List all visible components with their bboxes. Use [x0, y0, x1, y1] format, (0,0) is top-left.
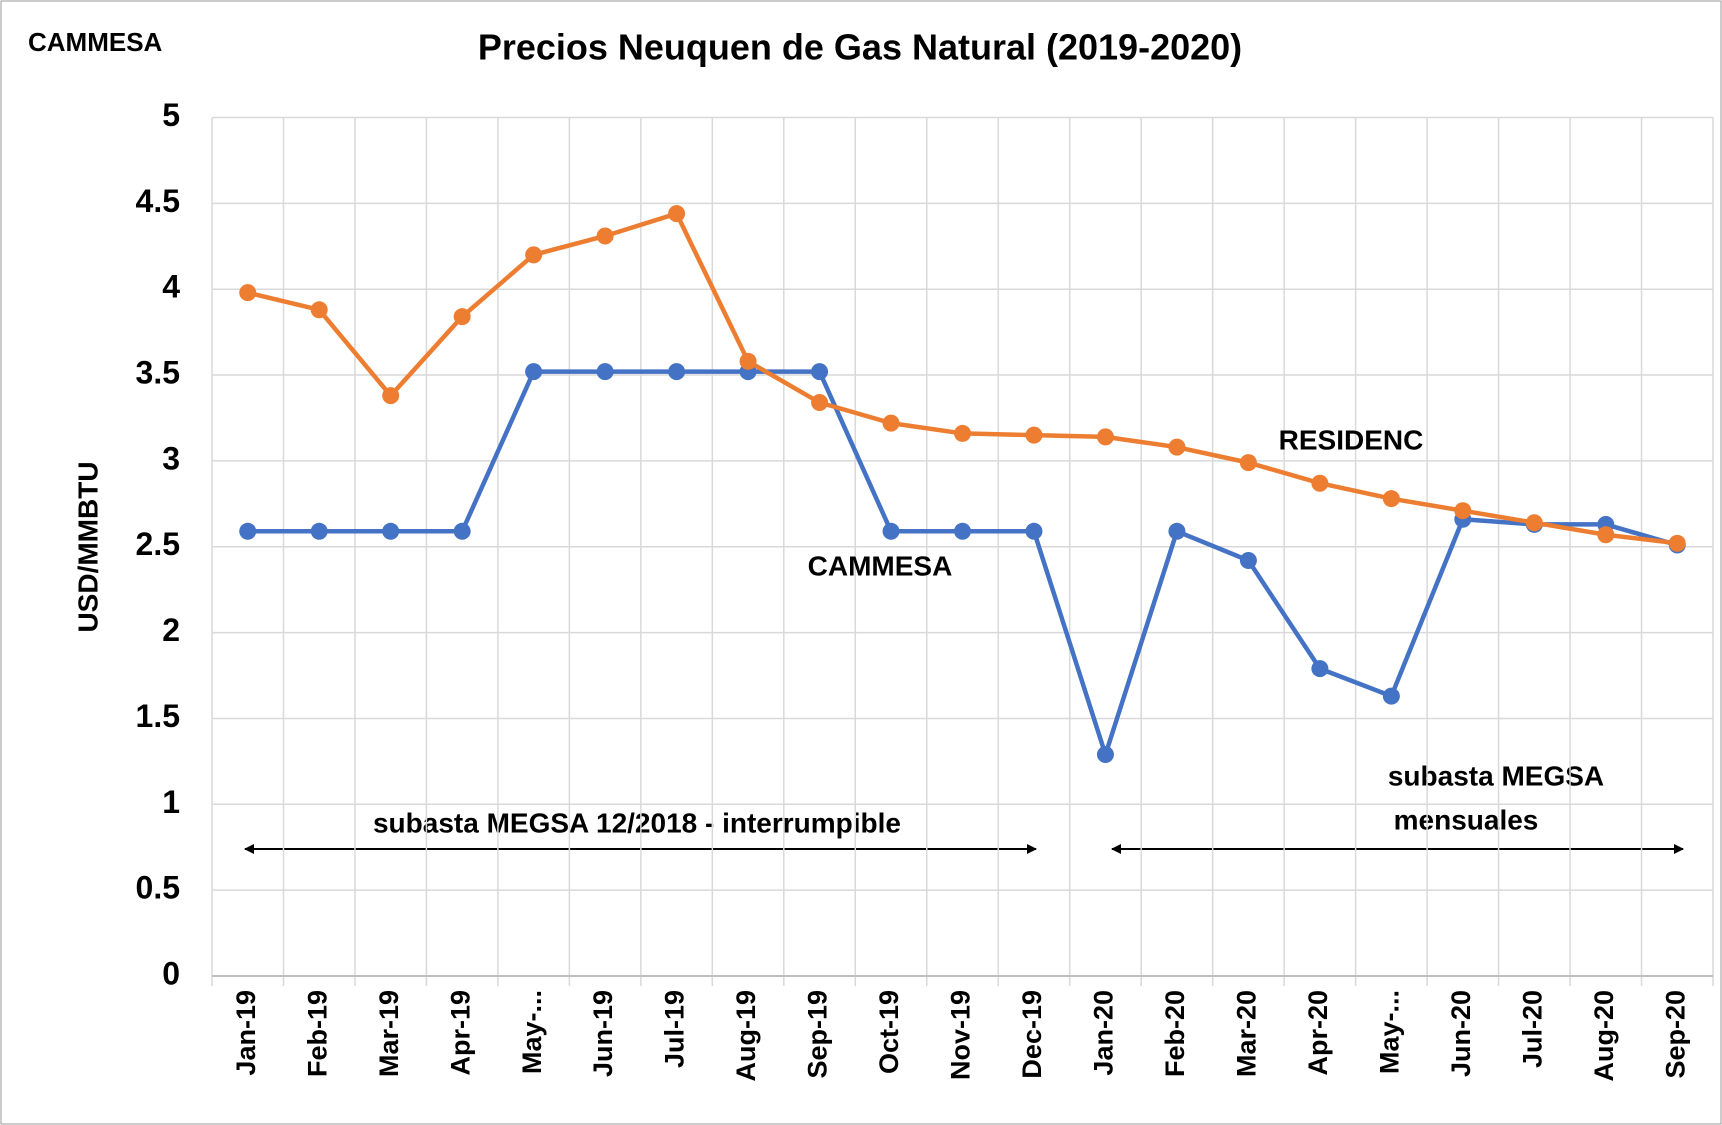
marker — [882, 522, 900, 540]
marker — [239, 522, 257, 540]
x-tick-label: Apr-19 — [445, 990, 475, 1076]
marker — [1025, 426, 1043, 444]
annotation: mensuales — [1394, 804, 1539, 835]
marker — [453, 308, 471, 326]
y-tick-label: 2.5 — [136, 526, 180, 562]
marker — [668, 363, 686, 381]
marker — [1382, 687, 1400, 705]
marker — [954, 522, 971, 540]
marker — [1168, 438, 1186, 456]
x-tick-label: May-... — [1374, 990, 1404, 1074]
marker — [1454, 502, 1472, 520]
marker — [1239, 551, 1257, 569]
annotation: subasta MEGSA — [1388, 760, 1604, 791]
x-tick-label: Apr-20 — [1303, 990, 1333, 1076]
y-tick-label: 4 — [162, 269, 180, 305]
y-tick-label: 5 — [162, 97, 180, 133]
x-tick-label: May-... — [517, 990, 547, 1074]
marker — [1597, 526, 1615, 544]
marker — [1382, 490, 1400, 508]
marker — [882, 414, 900, 432]
x-tick-label: Mar-19 — [374, 990, 404, 1077]
marker — [1096, 746, 1114, 764]
marker — [239, 284, 257, 302]
marker — [596, 227, 614, 245]
y-tick-label: 2 — [162, 612, 180, 648]
marker — [310, 301, 328, 319]
marker — [1525, 514, 1543, 532]
marker — [525, 246, 543, 264]
series-label: RESIDENC — [1279, 424, 1424, 455]
annotation: subasta MEGSA 12/2018 - interrumpible — [373, 807, 901, 838]
marker — [453, 522, 471, 540]
x-tick-label: Jan-20 — [1089, 990, 1119, 1076]
x-tick-label: Jan-19 — [231, 990, 261, 1076]
y-tick-label: 3.5 — [136, 355, 180, 391]
marker — [739, 352, 757, 370]
x-tick-label: Dec-19 — [1017, 990, 1047, 1079]
marker — [1311, 660, 1329, 678]
y-axis-label: USD/MMBTU — [72, 461, 103, 632]
x-tick-label: Mar-20 — [1232, 990, 1262, 1077]
marker — [811, 363, 829, 381]
x-tick-label: Nov-19 — [946, 990, 976, 1080]
marker — [1239, 454, 1257, 472]
y-tick-label: 0.5 — [136, 870, 180, 906]
x-tick-label: Jun-19 — [588, 990, 618, 1077]
chart-title: Precios Neuquen de Gas Natural (2019-202… — [478, 27, 1242, 68]
x-tick-label: Feb-20 — [1160, 990, 1190, 1077]
y-tick-label: 3 — [162, 440, 180, 476]
marker — [1025, 522, 1043, 540]
marker — [1168, 522, 1186, 540]
marker — [382, 387, 400, 405]
y-tick-label: 1 — [162, 784, 180, 820]
x-tick-label: Aug-20 — [1589, 990, 1619, 1082]
x-tick-label: Jul-19 — [660, 990, 690, 1068]
y-tick-label: 4.5 — [136, 183, 180, 219]
x-tick-label: Sep-20 — [1660, 990, 1690, 1079]
annotation: CAMMESA — [28, 27, 163, 57]
marker — [382, 522, 400, 540]
x-tick-label: Aug-19 — [731, 990, 761, 1082]
marker — [1668, 534, 1686, 552]
marker — [310, 522, 328, 540]
x-tick-label: Feb-19 — [302, 990, 332, 1077]
x-tick-label: Jul-20 — [1517, 990, 1547, 1068]
marker — [1311, 474, 1329, 492]
y-tick-label: 1.5 — [136, 698, 180, 734]
series-label: CAMMESA — [808, 550, 953, 581]
marker — [811, 394, 829, 412]
x-tick-label: Oct-19 — [874, 990, 904, 1074]
x-tick-label: Jun-20 — [1446, 990, 1476, 1077]
marker — [525, 363, 543, 381]
marker — [954, 424, 971, 442]
y-tick-label: 0 — [162, 955, 180, 991]
x-tick-label: Sep-19 — [803, 990, 833, 1079]
marker — [1096, 428, 1114, 446]
marker — [668, 205, 686, 223]
marker — [596, 363, 614, 381]
